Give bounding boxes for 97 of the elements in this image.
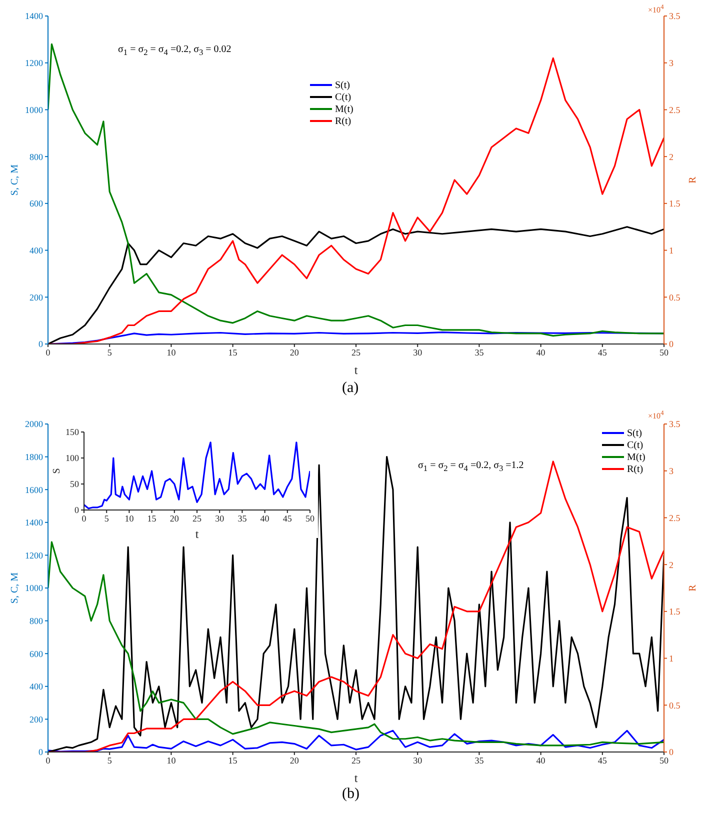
y2-tick-label: 1.5 [669, 198, 681, 209]
text: (a) [342, 380, 359, 397]
x-tick-label: 25 [352, 755, 361, 766]
y-tick-label: 1400 [25, 518, 44, 528]
y-tick-label: 800 [30, 616, 44, 626]
x-tick-label: 5 [104, 513, 110, 524]
y-tick-label: 400 [30, 682, 44, 692]
line-series [48, 541, 664, 746]
y-tick-label: 50 [70, 479, 80, 490]
y-axis-title: S [52, 468, 63, 474]
y2-axis-title: R [688, 176, 699, 184]
legend-label: R(t) [335, 116, 352, 126]
y2-tick-label: 2 [669, 560, 674, 570]
x-axis-title: t [195, 527, 200, 541]
x-tick-label: 5 [107, 755, 112, 766]
x-tick-label: 0 [46, 347, 51, 358]
x-tick-label: 50 [660, 347, 669, 358]
x-tick-label: 50 [660, 755, 669, 766]
text: ×10$^{4}$ [648, 4, 664, 15]
x-tick-label: 30 [215, 513, 225, 524]
y-tick-label: 2000 [25, 419, 44, 430]
y2-tick-label: 2.5 [669, 104, 681, 115]
x-tick-label: 35 [474, 755, 484, 766]
y2-tick-label: 1 [669, 653, 674, 664]
y2-tick-label: 2 [669, 152, 674, 162]
y-tick-label: 600 [30, 198, 44, 209]
text: ×10$^{4}$ [648, 410, 664, 421]
y-tick-label: 1000 [25, 104, 44, 115]
x-tick-label: 5 [107, 347, 112, 358]
y-tick-label: 1000 [25, 583, 44, 594]
y-tick-label: 200 [30, 714, 44, 724]
x-tick-label: 15 [147, 513, 157, 524]
legend-label: S(t) [627, 428, 642, 438]
x-tick-label: 10 [166, 755, 176, 766]
legend-label: S(t) [335, 80, 350, 90]
x-tick-label: 10 [166, 347, 176, 358]
y-tick-label: 1800 [25, 452, 44, 462]
x-tick-label: 10 [124, 513, 134, 524]
y-axis-title: S, C, M [10, 572, 21, 604]
x-tick-label: 35 [474, 347, 484, 358]
legend-label: R(t) [627, 464, 644, 474]
x-tick-label: 40 [536, 347, 546, 358]
text: σ$_{1}$ = σ$_{2}$ = σ$_{4}$ =0.2, σ$_{3}$ =1.2 [418, 460, 524, 473]
y2-tick-label: 3.5 [669, 11, 681, 22]
x-tick-label: 40 [536, 755, 546, 766]
y-tick-label: 0 [74, 505, 80, 516]
x-tick-label: 15 [228, 755, 238, 766]
y2-tick-label: 0.5 [669, 292, 681, 302]
x-tick-label: 20 [170, 513, 180, 524]
y-tick-label: 0 [38, 339, 44, 350]
x-tick-label: 30 [413, 347, 423, 358]
legend-label: M(t) [335, 104, 354, 114]
y-tick-label: 1400 [25, 11, 44, 22]
x-tick-label: 25 [192, 513, 202, 524]
y2-tick-label: 1 [669, 245, 674, 256]
x-tick-label: 50 [306, 513, 315, 524]
y2-tick-label: 0.5 [669, 700, 681, 710]
x-axis-title: t [354, 771, 358, 785]
y2-tick-label: 0 [669, 747, 674, 758]
x-tick-label: 25 [352, 347, 361, 358]
y2-axis-title: R [688, 584, 699, 592]
y-tick-label: 1200 [25, 58, 44, 68]
x-tick-label: 35 [238, 513, 248, 524]
line-series [48, 730, 664, 752]
legend-label: C(t) [627, 440, 644, 450]
line-series [48, 226, 664, 344]
x-tick-label: 45 [282, 513, 292, 524]
y-tick-label: 800 [30, 152, 44, 162]
y-tick-label: 150 [66, 427, 80, 438]
y-tick-label: 1600 [25, 484, 44, 495]
y-tick-label: 100 [66, 453, 80, 464]
y2-tick-label: 3.5 [669, 419, 681, 430]
legend-label: M(t) [627, 452, 646, 462]
y2-tick-label: 3 [669, 466, 674, 476]
x-tick-label: 0 [46, 755, 51, 766]
y-tick-label: 200 [30, 292, 44, 302]
x-tick-label: 30 [413, 755, 423, 766]
y-tick-label: 1200 [25, 550, 44, 560]
legend-label: C(t) [335, 92, 352, 102]
x-tick-label: 20 [290, 347, 300, 358]
x-tick-label: 45 [598, 755, 608, 766]
x-axis-title: t [354, 363, 358, 377]
y2-tick-label: 1.5 [669, 606, 681, 617]
y2-tick-label: 0 [669, 339, 674, 350]
x-tick-label: 45 [598, 347, 608, 358]
y-tick-label: 600 [30, 648, 44, 659]
text: σ$_{1}$ = σ$_{2}$ = σ$_{4}$ =0.2, σ$_{3}$ = 0.02 [118, 44, 232, 57]
text: (b) [342, 786, 360, 803]
y2-tick-label: 2.5 [669, 512, 681, 523]
x-tick-label: 20 [290, 755, 300, 766]
y-tick-label: 0 [38, 747, 44, 758]
x-tick-label: 40 [260, 513, 270, 524]
y2-tick-label: 3 [669, 58, 674, 68]
y-axis-title: S, C, M [10, 164, 21, 196]
x-tick-label: 15 [228, 347, 238, 358]
x-tick-label: 0 [82, 513, 87, 524]
y-tick-label: 400 [30, 245, 44, 256]
